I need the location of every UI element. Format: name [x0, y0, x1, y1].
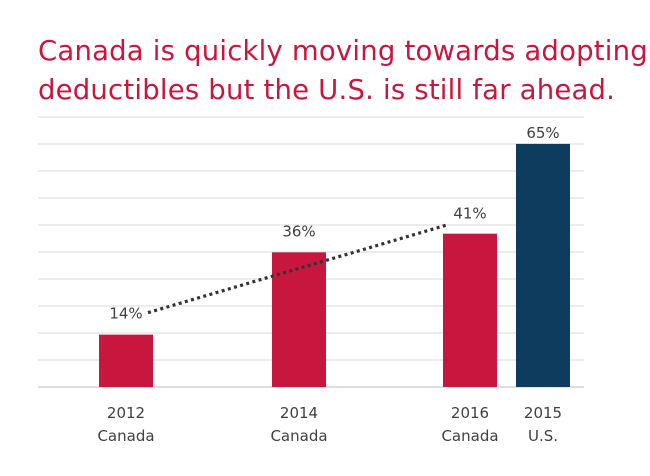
data-labels: 14% 36% 41% 65%	[109, 124, 559, 323]
chart-title-line-1: Canada is quickly moving towards adoptin…	[38, 35, 648, 67]
bar-2012-canada	[99, 334, 153, 387]
bar-2014-canada	[272, 252, 326, 387]
value-label-1: 36%	[282, 222, 315, 240]
bar-2015-us	[516, 143, 570, 387]
tick-label-year-1: 2014	[280, 404, 318, 422]
x-axis-tick-labels: 2012 Canada 2014 Canada 2016 Canada 2015 U.S.	[97, 404, 562, 445]
trend-line	[147, 223, 449, 315]
tick-label-year-0: 2012	[107, 404, 145, 422]
tick-label-country-3: U.S.	[528, 427, 558, 445]
chart-title-line-2: deductibles but the U.S. is still far ah…	[38, 74, 616, 106]
trend-line-group	[147, 223, 449, 315]
bars	[99, 143, 570, 387]
tick-label-country-0: Canada	[97, 427, 154, 445]
value-label-0: 14%	[109, 305, 142, 323]
tick-label-year-2: 2016	[451, 404, 489, 422]
bar-2016-canada	[443, 233, 497, 387]
value-label-3: 65%	[526, 124, 559, 142]
value-label-2: 41%	[453, 205, 486, 223]
tick-label-country-2: Canada	[441, 427, 498, 445]
tick-label-year-3: 2015	[524, 404, 562, 422]
chart-title: Canada is quickly moving towards adoptin…	[38, 32, 648, 110]
tick-label-country-1: Canada	[270, 427, 327, 445]
